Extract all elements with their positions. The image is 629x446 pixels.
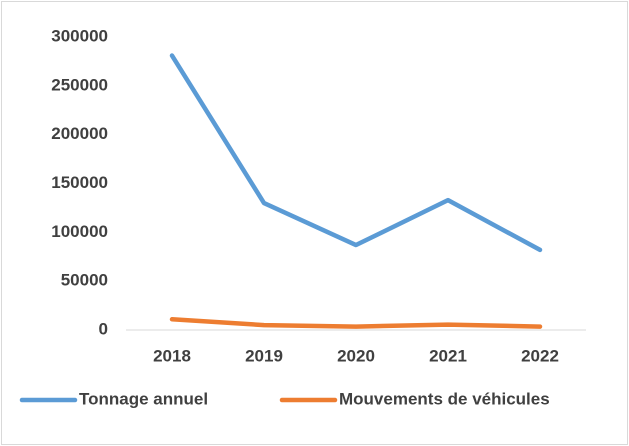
y-tick-label: 250000 [51,75,108,94]
y-tick-label: 100000 [51,222,108,241]
x-tick-label: 2022 [521,346,559,365]
y-tick-label: 200000 [51,124,108,143]
legend-label: Tonnage annuel [79,389,208,408]
series-line [169,317,543,329]
x-tick-label: 2020 [337,346,375,365]
y-tick-label: 300000 [51,26,108,45]
y-tick-label: 50000 [61,271,108,290]
y-tick-label: 150000 [51,173,108,192]
x-tick-label: 2021 [429,346,467,365]
series-line [169,53,543,253]
legend-label: Mouvements de véhicules [339,389,550,408]
x-tick-label: 2019 [245,346,283,365]
x-tick-label: 2018 [153,346,191,365]
y-tick-label: 0 [99,319,108,338]
